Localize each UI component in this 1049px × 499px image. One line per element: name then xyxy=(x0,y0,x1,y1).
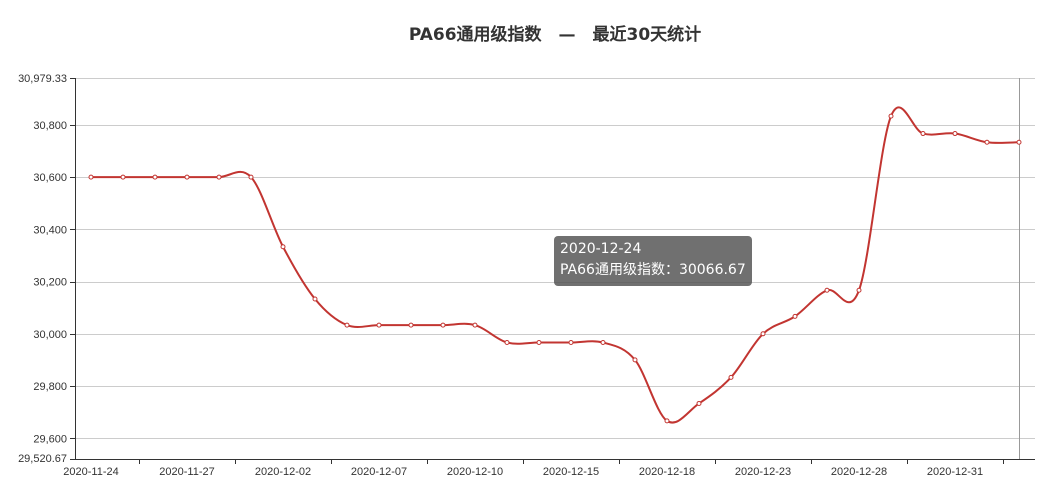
y-tick-label: 30,000 xyxy=(33,329,67,341)
y-tick-label: 29,600 xyxy=(33,433,67,445)
y-tick-label: 30,600 xyxy=(33,172,67,184)
x-tick-label: 2020-12-15 xyxy=(543,466,599,478)
data-point[interactable] xyxy=(280,244,286,250)
y-tick-label: 29,520.67 xyxy=(18,453,67,465)
data-point[interactable] xyxy=(1016,139,1022,145)
data-point[interactable] xyxy=(856,287,862,293)
x-tick-label: 2020-12-10 xyxy=(447,466,503,478)
chart-title: PA66通用级指数 — 最近30天统计 xyxy=(409,24,701,45)
data-point[interactable] xyxy=(536,340,542,346)
data-points[interactable] xyxy=(88,113,1022,424)
data-point[interactable] xyxy=(632,357,638,363)
data-point[interactable] xyxy=(184,174,190,180)
x-tick-label: 2020-12-28 xyxy=(831,466,887,478)
data-point[interactable] xyxy=(728,374,734,380)
y-tick-label: 29,800 xyxy=(33,381,67,393)
x-tick-label: 2020-12-07 xyxy=(351,466,407,478)
data-point[interactable] xyxy=(824,287,830,293)
data-point[interactable] xyxy=(984,139,990,145)
tooltip: 2020-12-24 PA66通用级指数：30066.67 xyxy=(554,236,752,286)
data-point[interactable] xyxy=(312,296,318,302)
data-point[interactable] xyxy=(664,418,670,424)
data-point[interactable] xyxy=(216,174,222,180)
data-point[interactable] xyxy=(120,174,126,180)
data-point[interactable] xyxy=(376,322,382,328)
x-tick-label: 2020-11-27 xyxy=(159,466,214,478)
x-tick-label: 2020-12-31 xyxy=(927,466,983,478)
data-point[interactable] xyxy=(760,331,766,337)
data-point[interactable] xyxy=(344,322,350,328)
data-point[interactable] xyxy=(792,313,798,319)
data-point[interactable] xyxy=(248,174,254,180)
tooltip-date: 2020-12-24 xyxy=(560,241,642,257)
data-point[interactable] xyxy=(952,131,958,137)
data-point[interactable] xyxy=(504,340,510,346)
y-tick-label: 30,800 xyxy=(33,120,67,132)
y-tick-label: 30,400 xyxy=(33,224,67,236)
data-point[interactable] xyxy=(568,340,574,346)
data-point[interactable] xyxy=(600,340,606,346)
y-tick-label: 30,200 xyxy=(33,277,67,289)
x-tick-label: 2020-11-24 xyxy=(63,466,118,478)
data-point[interactable] xyxy=(920,131,926,137)
x-tick-label: 2020-12-23 xyxy=(735,466,791,478)
y-tick-label: 30,979.33 xyxy=(18,73,67,85)
data-point[interactable] xyxy=(696,400,702,406)
x-tick-label: 2020-12-02 xyxy=(255,466,311,478)
data-point[interactable] xyxy=(408,322,414,328)
tooltip-value: PA66通用级指数：30066.67 xyxy=(560,262,746,278)
data-point[interactable] xyxy=(888,113,894,119)
data-point[interactable] xyxy=(472,322,478,328)
data-point[interactable] xyxy=(88,174,94,180)
x-tick-label: 2020-12-18 xyxy=(639,466,695,478)
data-point[interactable] xyxy=(152,174,158,180)
axes: 29,520.67 29,600 29,800 30,000 30,200 30,400 3… xyxy=(18,73,1035,478)
data-point[interactable] xyxy=(440,322,446,328)
